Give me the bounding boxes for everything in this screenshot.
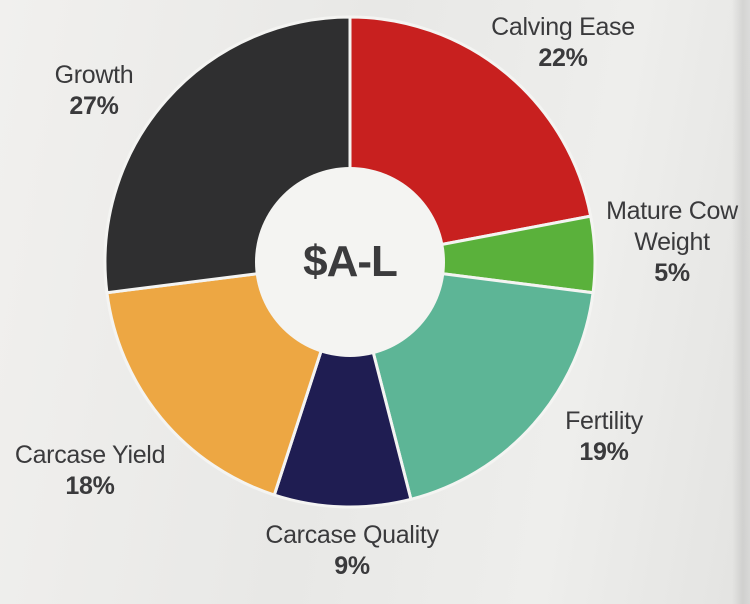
label-carcase-quality: Carcase Quality 9% bbox=[265, 520, 439, 582]
label-calving-ease-value: 22% bbox=[538, 44, 588, 72]
label-growth: Growth 27% bbox=[55, 60, 134, 122]
slice-carcase-quality bbox=[272, 256, 413, 509]
label-fertility-name: Fertility bbox=[565, 407, 643, 435]
label-carcase-quality-name: Carcase Quality bbox=[265, 521, 439, 549]
label-fertility: Fertility 19% bbox=[565, 406, 643, 468]
donut-hole bbox=[255, 167, 445, 357]
label-carcase-yield-name: Carcase Yield bbox=[14, 441, 166, 469]
label-growth-value: 27% bbox=[69, 92, 119, 120]
label-growth-name: Growth bbox=[54, 61, 134, 89]
label-mature-cow-weight-value: 5% bbox=[654, 259, 690, 287]
label-mature-cow-weight: Mature Cow Weight 5% bbox=[606, 196, 738, 289]
label-fertility-value: 19% bbox=[579, 438, 629, 466]
label-carcase-yield: Carcase Yield 18% bbox=[14, 440, 166, 502]
label-calving-ease-name: Calving Ease bbox=[491, 13, 635, 41]
label-carcase-quality-value: 9% bbox=[334, 552, 370, 580]
label-mature-cow-weight-name-line2: Weight bbox=[634, 228, 710, 256]
label-mature-cow-weight-name-line1: Mature Cow bbox=[606, 197, 738, 225]
chart-title: $A-L bbox=[303, 237, 398, 286]
label-carcase-yield-value: 18% bbox=[65, 472, 115, 500]
label-calving-ease: Calving Ease 22% bbox=[491, 12, 635, 74]
torn-paper-edge bbox=[732, 0, 750, 604]
